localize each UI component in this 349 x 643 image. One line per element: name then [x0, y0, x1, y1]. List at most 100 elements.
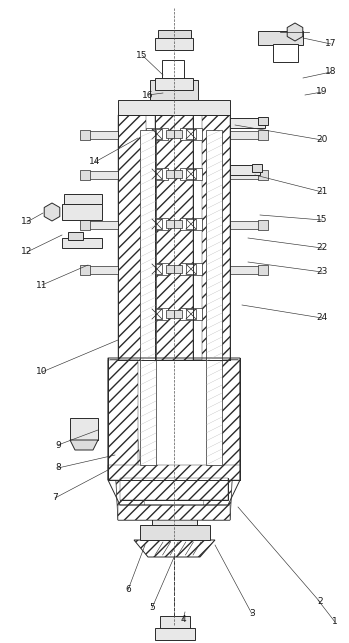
Bar	[230, 171, 260, 179]
Text: 8: 8	[55, 464, 61, 473]
Text: 14: 14	[89, 158, 101, 167]
Bar	[80, 170, 90, 180]
Bar	[118, 115, 146, 360]
Bar	[108, 465, 240, 480]
Polygon shape	[134, 540, 215, 557]
Bar	[80, 130, 90, 140]
Text: 1: 1	[332, 617, 338, 626]
Text: 15: 15	[316, 215, 328, 224]
Bar	[64, 194, 102, 204]
Bar	[146, 128, 168, 140]
Bar	[186, 169, 196, 179]
Bar	[180, 168, 202, 180]
Text: 2: 2	[317, 597, 323, 606]
Bar	[162, 60, 184, 78]
Bar	[258, 170, 268, 180]
Bar	[230, 266, 260, 274]
Bar	[258, 31, 303, 45]
Bar	[206, 130, 222, 465]
Bar	[88, 131, 118, 139]
Polygon shape	[70, 440, 98, 450]
Bar	[158, 30, 191, 38]
Bar	[180, 128, 202, 140]
Bar	[70, 418, 98, 440]
Text: 5: 5	[149, 604, 155, 613]
Bar	[152, 219, 162, 229]
Bar	[273, 44, 298, 62]
Bar	[180, 218, 202, 230]
Text: 15: 15	[136, 51, 148, 60]
Text: 18: 18	[325, 68, 337, 77]
Bar	[80, 265, 90, 275]
Bar	[174, 265, 182, 273]
Bar	[146, 308, 168, 320]
Bar	[202, 115, 230, 360]
Text: 13: 13	[21, 217, 33, 226]
Bar	[120, 478, 228, 500]
Bar	[68, 232, 83, 240]
Bar	[174, 220, 182, 228]
Bar	[150, 80, 198, 100]
Bar	[166, 310, 174, 318]
Bar	[174, 130, 182, 138]
Text: 19: 19	[316, 87, 328, 96]
Bar	[186, 129, 196, 139]
Bar	[88, 266, 118, 274]
Polygon shape	[202, 360, 238, 520]
Bar	[152, 517, 197, 525]
Text: 4: 4	[180, 615, 186, 624]
Bar	[230, 131, 260, 139]
Text: 23: 23	[316, 267, 328, 276]
Text: 20: 20	[316, 136, 328, 145]
Text: 11: 11	[36, 280, 48, 289]
Bar	[186, 264, 196, 274]
Bar	[252, 164, 262, 172]
Bar	[152, 129, 162, 139]
Polygon shape	[118, 505, 230, 520]
Bar	[146, 218, 168, 230]
Polygon shape	[110, 360, 146, 520]
Bar	[108, 360, 138, 480]
Text: 12: 12	[21, 248, 33, 257]
Bar	[180, 308, 202, 320]
Bar	[155, 78, 193, 90]
Bar	[118, 100, 230, 115]
Text: 22: 22	[317, 244, 328, 253]
Bar	[186, 219, 196, 229]
Bar	[166, 130, 174, 138]
Bar	[180, 263, 202, 275]
Bar	[166, 170, 174, 178]
Text: 10: 10	[36, 368, 48, 377]
Bar	[120, 478, 228, 500]
Bar	[258, 265, 268, 275]
Bar	[230, 221, 260, 229]
Bar	[166, 265, 174, 273]
Polygon shape	[110, 360, 238, 520]
Bar	[230, 165, 260, 175]
Bar	[258, 130, 268, 140]
Text: 24: 24	[317, 314, 328, 323]
Bar	[88, 221, 118, 229]
Bar	[155, 38, 193, 50]
Bar	[166, 220, 174, 228]
Bar	[155, 115, 193, 360]
Bar	[152, 264, 162, 274]
Text: 7: 7	[52, 493, 58, 502]
Text: 17: 17	[325, 39, 337, 48]
Bar	[174, 170, 182, 178]
Polygon shape	[287, 23, 303, 41]
Text: 3: 3	[249, 610, 255, 619]
Bar	[140, 130, 156, 465]
Bar	[152, 309, 162, 319]
Bar	[146, 263, 168, 275]
Bar	[258, 220, 268, 230]
Bar	[62, 238, 102, 248]
Bar	[152, 169, 162, 179]
Bar	[160, 616, 190, 628]
Bar	[230, 118, 265, 128]
Bar	[62, 204, 102, 220]
Bar	[146, 168, 168, 180]
Text: 16: 16	[142, 91, 154, 100]
Bar	[210, 360, 240, 480]
Text: 21: 21	[316, 188, 328, 197]
